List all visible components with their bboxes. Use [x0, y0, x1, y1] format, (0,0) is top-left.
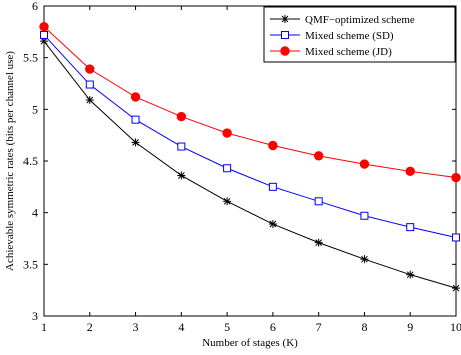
- x-tick-label: 9: [407, 320, 413, 334]
- data-point-square: [314, 197, 323, 206]
- data-point-asterisk: [131, 138, 140, 147]
- data-point-square: [360, 211, 369, 220]
- data-point-circle: [359, 159, 370, 169]
- x-tick-label: 1: [41, 320, 47, 334]
- series-layer: [39, 21, 461, 293]
- x-tick-label: 5: [224, 320, 230, 334]
- legend-item: QMF−optimized scheme: [270, 14, 415, 26]
- series-line: [43, 34, 457, 238]
- x-tick-label: 6: [270, 320, 276, 334]
- y-tick-label: 4.5: [23, 154, 38, 168]
- data-point-square: [406, 223, 415, 232]
- series-line: [43, 26, 457, 179]
- data-point-asterisk: [406, 270, 415, 279]
- legend-box: [263, 6, 456, 63]
- data-point-circle: [130, 92, 141, 102]
- series-square: [40, 30, 460, 242]
- legend-marker: [281, 31, 289, 39]
- data-point-square: [85, 80, 94, 89]
- data-point-square: [452, 233, 460, 242]
- data-point-square: [40, 30, 48, 39]
- data-point-asterisk: [85, 96, 94, 105]
- data-point-square: [131, 115, 140, 124]
- x-tick-label: 3: [133, 320, 139, 334]
- legend-item: Mixed scheme (SD): [270, 30, 394, 42]
- data-point-square: [268, 182, 277, 191]
- y-tick-label: 4: [32, 206, 38, 220]
- data-point-asterisk: [360, 255, 369, 264]
- legend-marker: [281, 15, 289, 23]
- data-point-square: [177, 142, 186, 151]
- data-point-asterisk: [40, 37, 48, 46]
- series-circle: [39, 21, 461, 183]
- data-point-circle: [268, 140, 278, 151]
- data-point-circle: [176, 111, 187, 122]
- y-tick-label: 5.5: [23, 51, 38, 65]
- data-point-asterisk: [268, 220, 277, 229]
- axis-ticks: 1 2 3 4 5 6 7 8 9 10 3 3.5 4 4.5 5 5.5 6: [23, 0, 461, 334]
- data-point-square: [223, 164, 232, 173]
- data-point-circle: [313, 151, 324, 161]
- legend: QMF−optimized scheme Mixed scheme (SD) Mix…: [263, 6, 456, 63]
- y-tick-label: 5: [32, 102, 38, 116]
- data-point-circle: [405, 166, 415, 177]
- x-tick-label: 2: [87, 320, 93, 334]
- legend-label: QMF−optimized scheme: [305, 14, 415, 26]
- data-point-asterisk: [177, 171, 186, 180]
- data-point-asterisk: [314, 238, 323, 247]
- legend-marker: [280, 46, 290, 56]
- y-tick-label: 3: [32, 309, 38, 323]
- x-tick-label: 7: [316, 320, 322, 334]
- x-tick-label: 10: [450, 320, 461, 334]
- x-tick-label: 4: [178, 320, 184, 334]
- legend-item: Mixed scheme (JD): [270, 46, 392, 58]
- data-point-circle: [39, 21, 49, 32]
- legend-label: Mixed scheme (SD): [305, 30, 394, 42]
- data-point-asterisk: [452, 284, 460, 293]
- x-tick-label: 8: [361, 320, 367, 334]
- series-line: [43, 40, 457, 289]
- y-axis-label: Achievable symmetric rates (bits per cha…: [4, 51, 16, 271]
- data-point-asterisk: [223, 197, 232, 206]
- data-point-circle: [451, 172, 461, 183]
- series-asterisk: [40, 37, 460, 293]
- legend-label: Mixed scheme (JD): [305, 46, 392, 58]
- y-tick-label: 3.5: [23, 257, 38, 271]
- data-point-circle: [222, 128, 232, 138]
- x-axis-label: Number of stages (K): [202, 337, 298, 349]
- data-point-circle: [85, 64, 95, 74]
- y-tick-label: 6: [32, 0, 38, 13]
